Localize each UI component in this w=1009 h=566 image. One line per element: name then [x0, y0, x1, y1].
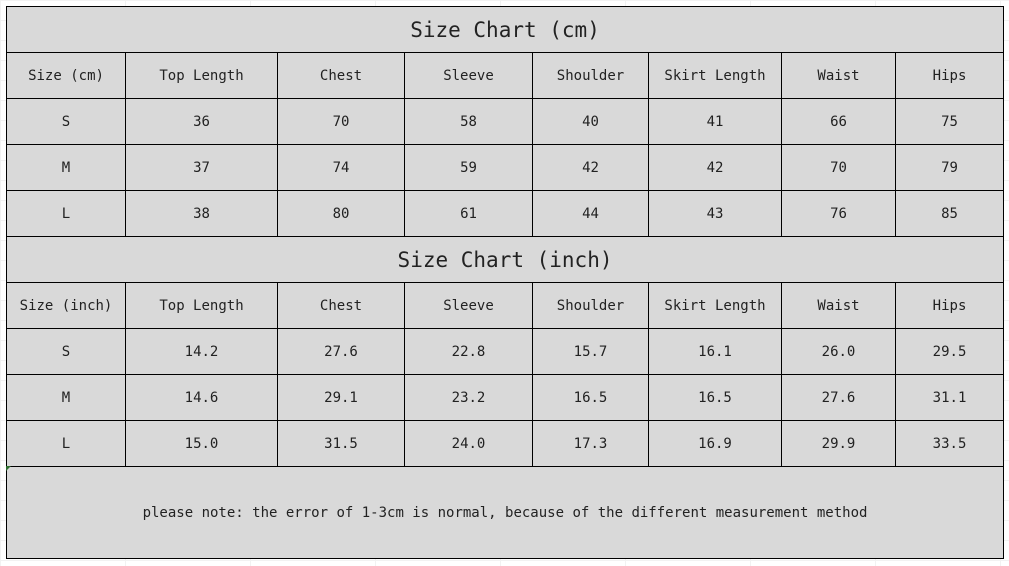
value-cell[interactable]: 42	[648, 144, 782, 191]
value-cell[interactable]: 14.2	[125, 328, 278, 375]
value-cell[interactable]: 33.5	[894, 420, 1005, 467]
value-cell[interactable]: 24.0	[404, 420, 533, 467]
size-chart-table: Size Chart (cm) Size (cm) Top Length Chest S…	[5, 6, 1005, 559]
value-cell[interactable]: 79	[894, 144, 1005, 191]
column-header[interactable]: Waist	[781, 52, 896, 99]
value-cell[interactable]: 66	[781, 98, 896, 145]
value-cell[interactable]: 74	[277, 144, 405, 191]
value-cell[interactable]: 15.0	[125, 420, 278, 467]
column-header[interactable]: Size (inch)	[6, 282, 126, 329]
size-label-cell[interactable]: M	[6, 144, 126, 191]
column-header[interactable]: Sleeve	[404, 52, 533, 99]
value-cell[interactable]: 42	[532, 144, 649, 191]
value-cell[interactable]: 36	[125, 98, 278, 145]
table-row: M 14.6 29.1 23.2 16.5 16.5 27.6 31.1	[6, 374, 1005, 421]
title-row: Size Chart (inch)	[5, 236, 1005, 283]
table-row: M 37 74 59 42 42 70 79	[6, 144, 1005, 191]
column-header[interactable]: Chest	[277, 282, 405, 329]
column-header[interactable]: Top Length	[125, 52, 278, 99]
note-row: please note: the error of 1-3cm is norma…	[5, 466, 1005, 559]
value-cell[interactable]: 40	[532, 98, 649, 145]
value-cell[interactable]: 80	[277, 190, 405, 237]
value-cell[interactable]: 31.5	[277, 420, 405, 467]
value-cell[interactable]: 27.6	[781, 374, 896, 421]
column-header[interactable]: Top Length	[125, 282, 278, 329]
column-header[interactable]: Shoulder	[532, 52, 649, 99]
value-cell[interactable]: 75	[894, 98, 1005, 145]
column-header[interactable]: Skirt Length	[648, 282, 782, 329]
value-cell[interactable]: 59	[404, 144, 533, 191]
table-title[interactable]: Size Chart (inch)	[5, 236, 1005, 283]
size-label-cell[interactable]: S	[6, 98, 126, 145]
size-label-cell[interactable]: S	[6, 328, 126, 375]
value-cell[interactable]: 17.3	[532, 420, 649, 467]
value-cell[interactable]: 29.1	[277, 374, 405, 421]
column-header[interactable]: Chest	[277, 52, 405, 99]
value-cell[interactable]: 14.6	[125, 374, 278, 421]
value-cell[interactable]: 37	[125, 144, 278, 191]
measurement-note[interactable]: please note: the error of 1-3cm is norma…	[5, 466, 1005, 559]
table-row: S 14.2 27.6 22.8 15.7 16.1 26.0 29.5	[6, 328, 1005, 375]
column-header[interactable]: Waist	[781, 282, 896, 329]
column-header[interactable]: Hips	[894, 52, 1005, 99]
value-cell[interactable]: 76	[781, 190, 896, 237]
value-cell[interactable]: 70	[781, 144, 896, 191]
table-title[interactable]: Size Chart (cm)	[5, 6, 1005, 53]
value-cell[interactable]: 70	[277, 98, 405, 145]
value-cell[interactable]: 26.0	[781, 328, 896, 375]
value-cell[interactable]: 27.6	[277, 328, 405, 375]
header-row: Size (inch) Top Length Chest Sleeve Shoulder…	[6, 282, 1005, 329]
size-label-cell[interactable]: L	[6, 190, 126, 237]
value-cell[interactable]: 44	[532, 190, 649, 237]
value-cell[interactable]: 22.8	[404, 328, 533, 375]
size-label-cell[interactable]: L	[6, 420, 126, 467]
value-cell[interactable]: 29.9	[781, 420, 896, 467]
value-cell[interactable]: 16.9	[648, 420, 782, 467]
value-cell[interactable]: 16.5	[532, 374, 649, 421]
value-cell[interactable]: 85	[894, 190, 1005, 237]
value-cell[interactable]: 15.7	[532, 328, 649, 375]
column-header[interactable]: Sleeve	[404, 282, 533, 329]
table-row: L 38 80 61 44 43 76 85	[6, 190, 1005, 237]
value-cell[interactable]: 38	[125, 190, 278, 237]
value-cell[interactable]: 58	[404, 98, 533, 145]
value-cell[interactable]: 43	[648, 190, 782, 237]
value-cell[interactable]: 29.5	[894, 328, 1005, 375]
size-label-cell[interactable]: M	[6, 374, 126, 421]
column-header[interactable]: Size (cm)	[6, 52, 126, 99]
value-cell[interactable]: 23.2	[404, 374, 533, 421]
header-row: Size (cm) Top Length Chest Sleeve Shoulder Sk…	[6, 52, 1005, 99]
value-cell[interactable]: 16.5	[648, 374, 782, 421]
column-header[interactable]: Skirt Length	[648, 52, 782, 99]
value-cell[interactable]: 41	[648, 98, 782, 145]
cell-comment-marker-icon	[6, 466, 11, 471]
column-header[interactable]: Hips	[894, 282, 1005, 329]
title-row: Size Chart (cm)	[5, 6, 1005, 53]
value-cell[interactable]: 16.1	[648, 328, 782, 375]
table-row: L 15.0 31.5 24.0 17.3 16.9 29.9 33.5	[6, 420, 1005, 467]
table-row: S 36 70 58 40 41 66 75	[6, 98, 1005, 145]
value-cell[interactable]: 61	[404, 190, 533, 237]
value-cell[interactable]: 31.1	[894, 374, 1005, 421]
column-header[interactable]: Shoulder	[532, 282, 649, 329]
